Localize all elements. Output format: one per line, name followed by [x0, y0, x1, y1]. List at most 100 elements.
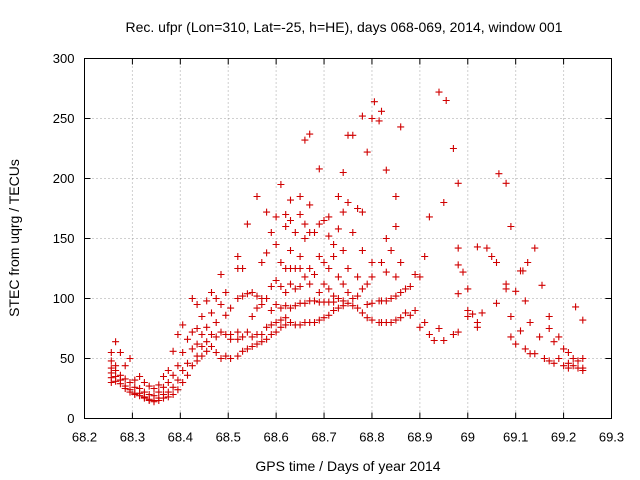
data-point — [160, 394, 167, 402]
data-point — [569, 362, 577, 370]
data-point — [145, 382, 153, 390]
data-point — [368, 316, 376, 324]
data-point — [296, 265, 304, 272]
data-point — [344, 289, 352, 296]
data-point — [301, 220, 309, 228]
x-tick-label: 68.8 — [359, 430, 384, 445]
data-point — [349, 229, 357, 236]
data-point — [382, 297, 390, 305]
data-point — [330, 253, 338, 260]
data-point — [555, 355, 563, 362]
data-point — [311, 271, 318, 278]
data-point — [296, 283, 304, 290]
data-point — [184, 371, 191, 379]
data-point — [440, 199, 448, 206]
data-point — [179, 379, 187, 386]
data-point — [378, 107, 385, 115]
data-point — [222, 311, 230, 319]
data-point — [545, 313, 553, 320]
data-point — [291, 285, 299, 293]
data-point — [272, 277, 280, 284]
data-point — [282, 314, 290, 322]
data-point — [387, 295, 395, 302]
data-point — [473, 243, 481, 251]
data-point — [282, 211, 290, 218]
data-point — [421, 253, 429, 260]
data-point — [512, 287, 520, 295]
data-point — [435, 88, 443, 96]
data-point — [363, 314, 371, 322]
data-point — [208, 309, 215, 317]
data-point — [272, 328, 280, 336]
data-point — [188, 362, 196, 370]
data-point — [267, 321, 275, 329]
x-tick-label: 69.3 — [599, 430, 624, 445]
data-point — [368, 259, 376, 266]
x-tick-label: 68.6 — [263, 430, 288, 445]
data-point — [579, 355, 587, 362]
data-point — [334, 273, 342, 281]
data-point — [531, 244, 539, 252]
data-point — [538, 281, 546, 289]
data-point — [263, 295, 271, 302]
data-point — [179, 349, 187, 356]
data-point — [519, 267, 527, 275]
data-point — [315, 253, 323, 260]
data-point — [507, 313, 515, 320]
data-point — [253, 304, 261, 312]
data-point — [363, 301, 371, 308]
data-point — [459, 268, 467, 276]
data-point — [315, 165, 323, 173]
chart-title: Rec. ufpr (Lon=310, Lat=-25, h=HE), days… — [125, 19, 562, 35]
data-point — [272, 301, 280, 308]
data-point — [469, 310, 477, 318]
data-point — [217, 328, 225, 336]
data-point — [174, 331, 182, 338]
data-point — [258, 259, 266, 266]
data-point — [227, 355, 235, 362]
data-point — [140, 379, 148, 386]
data-point — [248, 313, 256, 320]
data-point — [179, 321, 187, 329]
data-point — [296, 253, 304, 260]
data-point — [349, 302, 357, 310]
data-point — [550, 359, 558, 367]
data-point — [126, 379, 134, 386]
x-tick-label: 68.2 — [72, 430, 97, 445]
data-point — [296, 193, 304, 200]
data-point — [301, 235, 309, 242]
data-point — [107, 379, 115, 386]
data-point — [517, 327, 524, 335]
data-point — [334, 304, 342, 312]
data-point — [263, 323, 271, 331]
data-point — [282, 321, 290, 329]
data-point — [112, 377, 120, 385]
data-point — [267, 307, 275, 314]
data-point — [435, 325, 443, 332]
data-point — [320, 314, 328, 322]
data-point — [217, 301, 225, 308]
y-tick-label: 150 — [53, 231, 75, 246]
data-point — [203, 338, 211, 346]
data-point — [387, 319, 395, 326]
data-point — [227, 335, 235, 343]
data-point — [131, 391, 139, 398]
data-point — [555, 333, 563, 341]
data-point — [287, 280, 294, 288]
y-axis-label: STEC from uqrg / TECUs — [6, 159, 22, 317]
data-point — [248, 289, 256, 296]
data-point — [169, 371, 177, 379]
data-point — [193, 340, 201, 348]
data-point — [440, 337, 448, 344]
data-point — [263, 335, 271, 343]
data-point — [208, 331, 215, 338]
data-point — [382, 268, 390, 276]
data-point — [296, 321, 304, 329]
data-point — [239, 347, 247, 355]
data-point — [483, 244, 491, 252]
data-point — [325, 213, 333, 221]
data-point — [272, 213, 280, 221]
data-point — [330, 307, 338, 314]
data-point — [121, 362, 129, 370]
